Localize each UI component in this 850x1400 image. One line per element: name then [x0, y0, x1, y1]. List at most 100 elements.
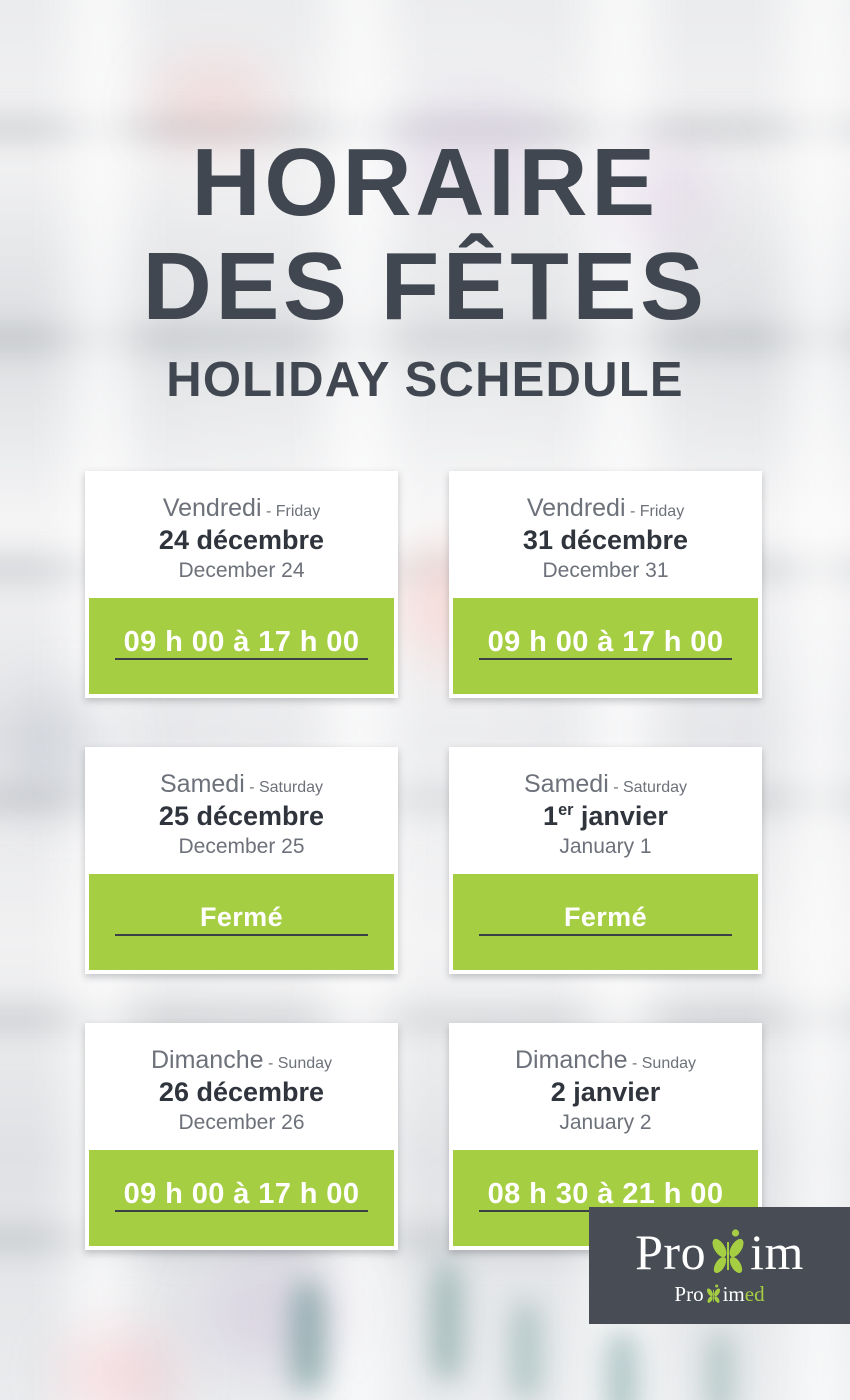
- date-fr: 26 décembre: [99, 1077, 384, 1108]
- date-month: décembre: [560, 525, 689, 556]
- logo-wordmark: Pro im: [635, 1226, 804, 1278]
- date-number: 31: [522, 525, 553, 556]
- day-name-en: Saturday: [258, 779, 324, 797]
- date-number: 24: [158, 525, 189, 556]
- card-hours-section: Fermé: [453, 874, 758, 971]
- date-en: December 25: [178, 834, 305, 858]
- day-label: Samedi - Saturday: [463, 771, 748, 797]
- card-date-section: Vendredi - Friday 24 décembre December 2…: [89, 475, 394, 599]
- schedule-card: Samedi - Saturday 1er janvier January 1 …: [449, 747, 762, 975]
- schedule-card: Vendredi - Friday 24 décembre December 2…: [85, 471, 398, 699]
- date-month: décembre: [196, 801, 325, 832]
- day-separator: -: [263, 1055, 278, 1073]
- date-en: December 31: [542, 558, 669, 582]
- page-title: HORAIRE DES FÊTES HOLIDAY SCHEDULE: [0, 0, 850, 408]
- day-separator: -: [625, 503, 640, 520]
- day-label: Vendredi - Friday: [99, 495, 384, 521]
- day-label: Vendredi - Friday: [463, 495, 748, 521]
- day-name-fr: Samedi: [159, 770, 245, 799]
- background-blur-blob: [600, 140, 720, 250]
- schedule-grid: Vendredi - Friday 24 décembre December 2…: [85, 471, 765, 1251]
- hours-text: 09 h 00 à 17 h 00: [123, 1178, 360, 1211]
- date-month: décembre: [196, 525, 325, 556]
- background-blur-blob: [150, 60, 280, 150]
- day-name-en: Sunday: [277, 1055, 333, 1073]
- hours-underline: [115, 658, 368, 661]
- card-date-section: Samedi - Saturday 25 décembre December 2…: [89, 751, 394, 875]
- card-hours-section: 09 h 00 à 17 h 00: [89, 598, 394, 695]
- day-name-fr: Dimanche: [514, 1046, 628, 1075]
- background-bottle: [290, 1280, 326, 1390]
- background-bottle: [430, 1260, 464, 1380]
- date-fr: 31 décembre: [463, 525, 748, 556]
- day-name-fr: Vendredi: [162, 494, 262, 522]
- background-bottle: [510, 1300, 542, 1400]
- date-number: 25: [158, 801, 189, 832]
- date-number: 26: [158, 1077, 189, 1108]
- day-name-fr: Dimanche: [150, 1046, 264, 1075]
- date-fr: 24 décembre: [99, 525, 384, 556]
- day-label: Dimanche - Sunday: [463, 1047, 748, 1073]
- card-date-section: Vendredi - Friday 31 décembre December 3…: [453, 475, 758, 599]
- day-separator: -: [244, 779, 259, 797]
- logo-text-post: im: [750, 1224, 804, 1280]
- day-separator: -: [261, 503, 276, 520]
- hours-text: Fermé: [199, 902, 284, 933]
- hours-text: Fermé: [563, 902, 648, 933]
- hours-text: 09 h 00 à 17 h 00: [123, 626, 360, 659]
- date-number: 1: [543, 801, 559, 832]
- title-subtitle: HOLIDAY SCHEDULE: [166, 353, 684, 408]
- date-fr: 2 janvier: [463, 1077, 748, 1108]
- logo-sub-wordmark: Pro im ed: [674, 1283, 764, 1305]
- date-en: December 26: [178, 1111, 305, 1134]
- date-en: January 1: [559, 834, 652, 858]
- card-date-section: Samedi - Saturday 1er janvier January 1: [453, 751, 758, 875]
- schedule-card: Dimanche - Sunday 26 décembre December 2…: [85, 1023, 398, 1251]
- hours-underline: [479, 658, 732, 661]
- date-number: 2: [550, 1077, 566, 1108]
- hours-underline: [115, 1210, 368, 1213]
- card-date-section: Dimanche - Sunday 2 janvier January 2: [453, 1027, 758, 1151]
- hours-text: 09 h 00 à 17 h 00: [487, 626, 724, 659]
- card-hours-section: 09 h 00 à 17 h 00: [453, 598, 758, 695]
- background-column: [760, 0, 850, 1400]
- background-blur-blob: [60, 1330, 180, 1400]
- title-line-2: DES FÊTES: [142, 233, 708, 341]
- day-name-en: Friday: [275, 503, 321, 520]
- date-fr: 25 décembre: [99, 801, 384, 832]
- day-name-fr: Vendredi: [526, 494, 626, 522]
- card-date-section: Dimanche - Sunday 26 décembre December 2…: [89, 1027, 394, 1151]
- day-separator: -: [627, 1055, 642, 1073]
- day-separator: -: [608, 779, 623, 797]
- hours-underline: [479, 934, 732, 937]
- day-name-fr: Samedi: [523, 770, 609, 799]
- proxim-logo: Pro im Pro im ed: [589, 1207, 850, 1324]
- card-hours-section: 09 h 00 à 17 h 00: [89, 1150, 394, 1247]
- date-en: December 24: [178, 558, 305, 582]
- date-month: décembre: [196, 1077, 325, 1108]
- date-month: janvier: [580, 801, 668, 832]
- date-month: janvier: [573, 1077, 661, 1108]
- logo-sub-suffix: ed: [744, 1281, 765, 1306]
- logo-text-pre: Pro: [635, 1224, 707, 1280]
- background-bottle: [605, 1330, 639, 1400]
- logo-sub-mid: im: [722, 1281, 745, 1306]
- proxim-butterfly-icon-small: [704, 1283, 723, 1305]
- title-line-1: HORAIRE: [191, 129, 659, 236]
- logo-sub-pre: Pro: [674, 1281, 704, 1306]
- day-name-en: Friday: [639, 503, 685, 520]
- day-label: Samedi - Saturday: [99, 771, 384, 797]
- hours-text: 08 h 30 à 21 h 00: [487, 1178, 724, 1211]
- schedule-card: Vendredi - Friday 31 décembre December 3…: [449, 471, 762, 699]
- day-name-en: Sunday: [641, 1055, 697, 1073]
- proxim-butterfly-icon: [707, 1226, 749, 1278]
- card-hours-section: Fermé: [89, 874, 394, 971]
- date-fr: 1er janvier: [463, 801, 748, 832]
- day-label: Dimanche - Sunday: [99, 1047, 384, 1073]
- background-blur-blob: [400, 95, 550, 215]
- hours-underline: [115, 934, 368, 937]
- schedule-card: Samedi - Saturday 25 décembre December 2…: [85, 747, 398, 975]
- background-bottle: [705, 1330, 735, 1400]
- date-ordinal: er: [558, 801, 574, 820]
- date-en: January 2: [559, 1111, 652, 1134]
